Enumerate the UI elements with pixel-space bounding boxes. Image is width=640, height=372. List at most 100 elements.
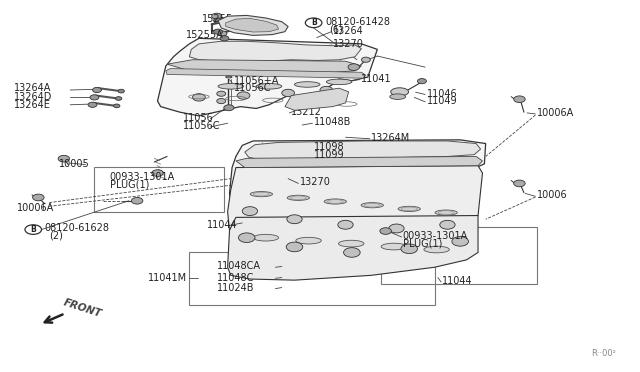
Text: 08120-61628: 08120-61628 <box>45 224 109 234</box>
Text: R··00²: R··00² <box>591 349 616 358</box>
Text: 11056: 11056 <box>183 113 214 123</box>
Polygon shape <box>228 166 483 250</box>
Circle shape <box>514 96 525 103</box>
Circle shape <box>452 237 468 246</box>
Text: 13264: 13264 <box>333 26 364 36</box>
Text: 13213: 13213 <box>291 100 322 110</box>
Circle shape <box>224 105 234 111</box>
Text: 11046: 11046 <box>427 89 458 99</box>
Text: 11099: 11099 <box>314 150 344 160</box>
Ellipse shape <box>361 203 383 208</box>
Circle shape <box>217 91 226 96</box>
Polygon shape <box>285 88 349 110</box>
Text: 11048B: 11048B <box>314 117 351 127</box>
Ellipse shape <box>324 199 346 204</box>
Text: 10006: 10006 <box>537 190 567 200</box>
Text: B: B <box>311 18 317 27</box>
Text: 15255: 15255 <box>202 14 233 24</box>
Polygon shape <box>157 38 378 116</box>
Text: 13264M: 13264M <box>371 133 410 143</box>
Bar <box>94 167 225 212</box>
Circle shape <box>417 78 426 84</box>
Text: 11098: 11098 <box>314 142 344 152</box>
Text: 00933-1301A: 00933-1301A <box>109 172 175 182</box>
Circle shape <box>217 99 226 104</box>
Text: 10006A: 10006A <box>17 203 54 213</box>
Ellipse shape <box>398 206 420 211</box>
Polygon shape <box>230 140 486 212</box>
Text: 11044: 11044 <box>207 220 237 230</box>
Polygon shape <box>228 215 478 280</box>
Circle shape <box>287 215 302 224</box>
Polygon shape <box>245 141 481 161</box>
Text: 11044: 11044 <box>442 276 473 286</box>
Ellipse shape <box>390 94 406 99</box>
Circle shape <box>58 155 70 162</box>
Circle shape <box>220 36 229 41</box>
Text: 11048CA: 11048CA <box>217 262 260 272</box>
Text: 13270: 13270 <box>333 39 364 49</box>
Text: 11056+A: 11056+A <box>234 76 279 86</box>
Text: 11049: 11049 <box>427 96 458 106</box>
Circle shape <box>113 104 120 108</box>
Circle shape <box>282 89 294 97</box>
Circle shape <box>320 86 333 94</box>
Circle shape <box>115 97 122 100</box>
Text: 10005: 10005 <box>59 159 90 169</box>
Bar <box>381 227 537 284</box>
Text: 11041M: 11041M <box>148 273 188 283</box>
Text: PLUG(1): PLUG(1) <box>403 238 442 248</box>
Circle shape <box>88 102 97 108</box>
Text: PLUG(1): PLUG(1) <box>109 179 149 189</box>
Ellipse shape <box>218 84 244 89</box>
Circle shape <box>440 220 455 229</box>
Ellipse shape <box>296 237 321 244</box>
Circle shape <box>212 13 222 19</box>
Circle shape <box>93 87 101 93</box>
Ellipse shape <box>381 243 406 250</box>
Circle shape <box>214 18 223 23</box>
Text: 15255A: 15255A <box>186 30 224 40</box>
Circle shape <box>389 224 404 233</box>
Circle shape <box>380 228 392 234</box>
Ellipse shape <box>256 84 282 89</box>
Circle shape <box>239 233 255 243</box>
Polygon shape <box>236 157 483 167</box>
Polygon shape <box>218 15 288 35</box>
Circle shape <box>344 248 360 257</box>
Ellipse shape <box>339 240 364 247</box>
Text: FRONT: FRONT <box>62 298 103 320</box>
Circle shape <box>152 170 163 176</box>
Ellipse shape <box>253 234 278 241</box>
Circle shape <box>286 242 303 252</box>
Ellipse shape <box>250 192 273 197</box>
Circle shape <box>243 207 257 215</box>
Ellipse shape <box>435 210 458 215</box>
Circle shape <box>237 92 250 99</box>
Text: 00933-1301A: 00933-1301A <box>403 231 468 241</box>
Circle shape <box>362 57 371 62</box>
Circle shape <box>33 194 44 201</box>
Circle shape <box>193 94 205 101</box>
Text: B: B <box>30 225 36 234</box>
Circle shape <box>348 64 360 70</box>
Ellipse shape <box>391 88 408 96</box>
Text: 11041: 11041 <box>362 74 392 84</box>
Ellipse shape <box>226 76 232 78</box>
Circle shape <box>90 95 99 100</box>
Circle shape <box>401 244 417 254</box>
Circle shape <box>514 180 525 187</box>
Bar <box>189 252 435 305</box>
Polygon shape <box>189 41 362 62</box>
Text: 11024B: 11024B <box>217 283 254 292</box>
Ellipse shape <box>287 195 310 201</box>
Text: 11048C: 11048C <box>217 273 254 283</box>
Circle shape <box>131 198 143 204</box>
Circle shape <box>218 31 227 36</box>
Polygon shape <box>226 18 278 32</box>
Circle shape <box>118 89 124 93</box>
Text: 08120-61428: 08120-61428 <box>325 17 390 27</box>
Text: (2): (2) <box>49 231 63 241</box>
Ellipse shape <box>326 79 352 85</box>
Text: 13264A: 13264A <box>14 83 51 93</box>
